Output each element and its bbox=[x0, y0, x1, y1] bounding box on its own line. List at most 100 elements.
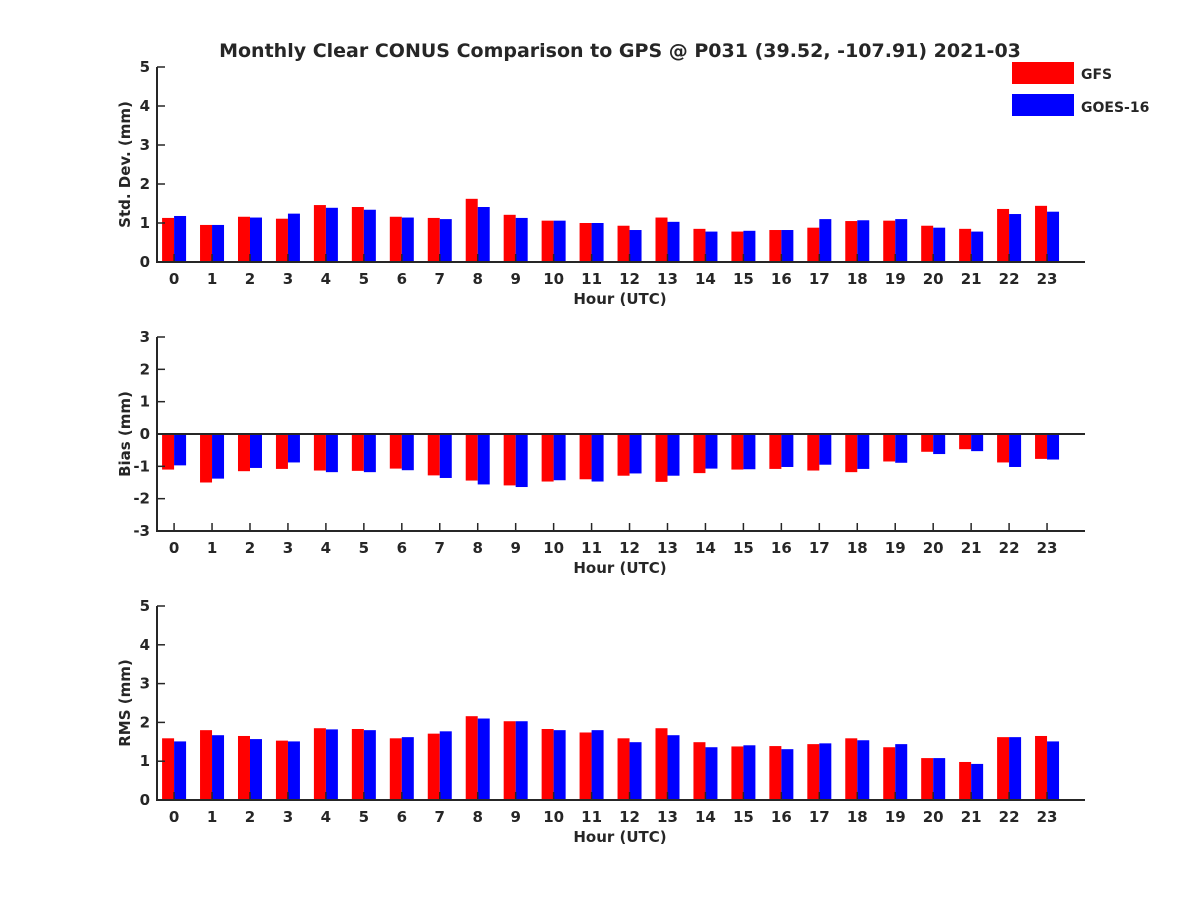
bar-goes16-hour-23 bbox=[1047, 211, 1060, 262]
bar-goes16-hour-11 bbox=[591, 730, 604, 800]
bar-gfs-hour-0 bbox=[162, 434, 175, 470]
x-tick-label: 18 bbox=[847, 270, 868, 288]
bar-goes16-hour-7 bbox=[439, 434, 452, 478]
bar-goes16-hour-6 bbox=[401, 217, 414, 262]
bar-goes16-hour-16 bbox=[781, 749, 794, 800]
x-tick-label: 10 bbox=[543, 270, 564, 288]
x-tick-label: 11 bbox=[581, 270, 602, 288]
bar-gfs-hour-12 bbox=[617, 434, 630, 476]
bar-goes16-hour-16 bbox=[781, 434, 794, 467]
bar-gfs-hour-18 bbox=[845, 738, 858, 800]
x-tick-label: 3 bbox=[283, 539, 293, 557]
x-tick-label: 16 bbox=[771, 539, 792, 557]
x-axis-label: Hour (UTC) bbox=[573, 290, 666, 308]
x-tick-label: 8 bbox=[473, 539, 483, 557]
x-tick-label: 21 bbox=[961, 808, 982, 826]
x-tick-label: 7 bbox=[435, 270, 445, 288]
bar-goes16-hour-14 bbox=[705, 434, 718, 469]
bar-goes16-hour-12 bbox=[629, 742, 642, 800]
bar-gfs-hour-12 bbox=[617, 225, 630, 262]
x-tick-label: 7 bbox=[435, 808, 445, 826]
bar-gfs-hour-6 bbox=[389, 216, 402, 262]
bar-goes16-hour-11 bbox=[591, 223, 604, 262]
x-axis-label: Hour (UTC) bbox=[573, 559, 666, 577]
bar-goes16-hour-15 bbox=[743, 745, 756, 800]
x-tick-label: 16 bbox=[771, 270, 792, 288]
bar-gfs-hour-10 bbox=[541, 220, 554, 262]
x-tick-label: 10 bbox=[543, 539, 564, 557]
x-tick-label: 5 bbox=[359, 808, 369, 826]
x-tick-label: 0 bbox=[169, 539, 179, 557]
bar-gfs-hour-13 bbox=[655, 217, 668, 262]
bar-goes16-hour-6 bbox=[401, 737, 414, 800]
x-tick-label: 1 bbox=[207, 808, 217, 826]
x-tick-label: 0 bbox=[169, 808, 179, 826]
x-tick-label: 21 bbox=[961, 539, 982, 557]
bar-goes16-hour-22 bbox=[1009, 434, 1022, 467]
y-tick-label: 0 bbox=[140, 791, 150, 809]
bar-goes16-hour-5 bbox=[363, 209, 376, 262]
bar-goes16-hour-20 bbox=[933, 227, 946, 262]
bar-gfs-hour-7 bbox=[427, 434, 440, 476]
bar-gfs-hour-8 bbox=[465, 198, 478, 262]
x-tick-label: 10 bbox=[543, 808, 564, 826]
bar-gfs-hour-16 bbox=[769, 230, 782, 262]
y-tick-label: 1 bbox=[140, 214, 150, 232]
bar-goes16-hour-17 bbox=[819, 434, 832, 465]
bar-gfs-hour-17 bbox=[807, 744, 820, 800]
x-tick-label: 23 bbox=[1037, 270, 1058, 288]
legend-label-gfs: GFS bbox=[1081, 67, 1112, 83]
bar-gfs-hour-15 bbox=[731, 746, 744, 800]
bar-goes16-hour-2 bbox=[249, 739, 262, 800]
bar-goes16-hour-0 bbox=[174, 215, 187, 262]
bar-gfs-hour-17 bbox=[807, 227, 820, 262]
bar-gfs-hour-17 bbox=[807, 434, 820, 471]
bar-goes16-hour-22 bbox=[1009, 737, 1022, 800]
x-tick-label: 14 bbox=[695, 539, 716, 557]
x-tick-label: 20 bbox=[923, 808, 944, 826]
y-tick-label: 1 bbox=[140, 393, 150, 411]
bar-goes16-hour-4 bbox=[325, 207, 338, 262]
bar-gfs-hour-5 bbox=[351, 207, 364, 262]
bar-goes16-hour-8 bbox=[477, 718, 490, 800]
bar-goes16-hour-10 bbox=[553, 220, 566, 262]
x-tick-label: 11 bbox=[581, 539, 602, 557]
bar-gfs-hour-2 bbox=[237, 735, 250, 800]
y-tick-label: 2 bbox=[140, 360, 150, 378]
x-tick-label: 13 bbox=[657, 539, 678, 557]
legend-swatch-goes16 bbox=[1012, 94, 1074, 116]
bar-goes16-hour-7 bbox=[439, 731, 452, 800]
x-tick-label: 8 bbox=[473, 270, 483, 288]
legend-label-goes16: GOES-16 bbox=[1081, 100, 1149, 116]
bar-gfs-hour-4 bbox=[313, 434, 326, 471]
x-tick-label: 12 bbox=[619, 539, 640, 557]
x-tick-label: 7 bbox=[435, 539, 445, 557]
legend-swatch-gfs bbox=[1012, 62, 1074, 84]
bar-gfs-hour-20 bbox=[921, 758, 934, 800]
bar-gfs-hour-6 bbox=[389, 738, 402, 800]
bar-gfs-hour-21 bbox=[959, 228, 972, 262]
x-tick-label: 9 bbox=[510, 808, 520, 826]
bar-gfs-hour-18 bbox=[845, 434, 858, 473]
x-tick-label: 12 bbox=[619, 808, 640, 826]
x-tick-label: 19 bbox=[885, 270, 906, 288]
bar-gfs-hour-0 bbox=[162, 217, 175, 262]
bar-goes16-hour-3 bbox=[287, 213, 300, 262]
x-tick-label: 20 bbox=[923, 539, 944, 557]
x-tick-label: 2 bbox=[245, 270, 255, 288]
x-tick-label: 1 bbox=[207, 270, 217, 288]
bar-gfs-hour-19 bbox=[883, 220, 896, 262]
bar-gfs-hour-5 bbox=[351, 434, 364, 471]
x-tick-label: 23 bbox=[1037, 808, 1058, 826]
x-tick-label: 13 bbox=[657, 270, 678, 288]
bar-goes16-hour-1 bbox=[212, 224, 225, 262]
x-tick-label: 6 bbox=[397, 270, 407, 288]
bar-gfs-hour-5 bbox=[351, 728, 364, 800]
bar-gfs-hour-7 bbox=[427, 217, 440, 262]
bar-gfs-hour-19 bbox=[883, 747, 896, 800]
bar-goes16-hour-21 bbox=[971, 231, 984, 262]
x-tick-label: 20 bbox=[923, 270, 944, 288]
y-tick-label: 4 bbox=[140, 636, 150, 654]
bar-goes16-hour-1 bbox=[212, 735, 225, 800]
